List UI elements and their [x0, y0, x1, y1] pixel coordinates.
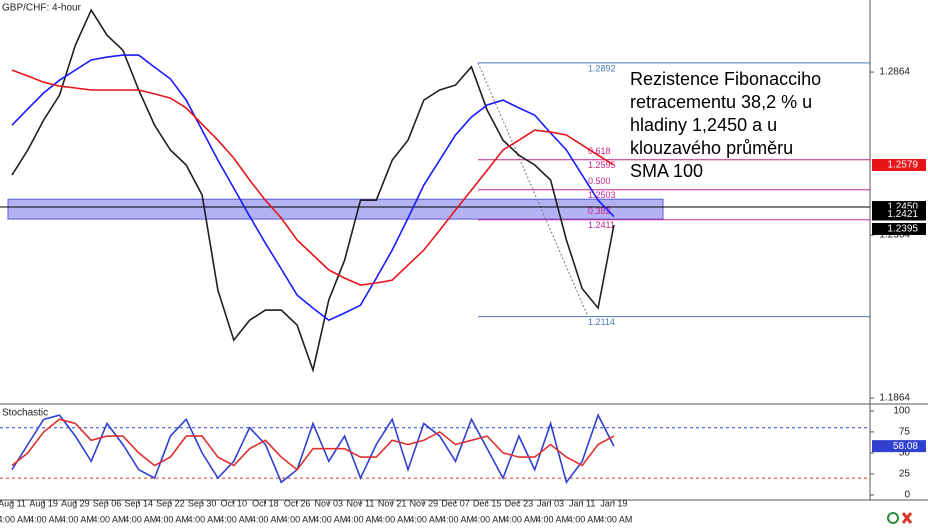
- price-tag-bg: [872, 222, 926, 235]
- x-time-label: 4:00 AM: [156, 514, 189, 524]
- series-line: [11, 54, 615, 322]
- x-time-label: 4:00 AM: [473, 514, 506, 524]
- x-tick-label: Oct 26: [284, 498, 311, 508]
- x-time-label: 4:00 AM: [124, 514, 157, 524]
- price-tag: 1.2579: [887, 160, 918, 171]
- series-line: [11, 413, 615, 485]
- chart-title: GBP/CHF: 4-hour: [2, 3, 82, 14]
- price-tag: 1.2450: [887, 202, 918, 213]
- fib-ratio-label: 0.382: [588, 206, 611, 216]
- annotation: Rezistence Fibonacciho: [630, 69, 821, 89]
- price-tag: 58.08: [893, 441, 918, 452]
- x-tick-label: Nov 11: [347, 498, 375, 508]
- annotation: klouzavého průměru: [630, 138, 793, 158]
- x-tick-label: Oct 18: [252, 498, 279, 508]
- icon: [887, 512, 899, 524]
- price-tag-bg: [872, 158, 926, 171]
- fib-price-label: 1.2892: [588, 63, 616, 73]
- y-tick-label: 1.2864: [879, 67, 910, 78]
- x-time-label: 4:00 AM: [61, 514, 94, 524]
- series-line: [11, 8, 615, 373]
- x-time-label: 4:00 AM: [409, 514, 442, 524]
- y-tick-label: 1.1864: [879, 393, 910, 404]
- x-tick-label: Jan 11: [569, 498, 595, 508]
- fib-price-label: 1.2595: [588, 160, 616, 170]
- x-time-label: 4:00 AM: [219, 514, 252, 524]
- x-tick-label: Aug 29: [61, 498, 90, 508]
- price-tag-bg: [872, 208, 926, 221]
- x-time-label: 4:00 AM: [378, 514, 411, 524]
- x-tick-label: Dec 23: [505, 498, 534, 508]
- x-tick-label: Jan 19: [600, 498, 627, 508]
- y-tick-label: 75: [899, 427, 911, 438]
- annotation: SMA 100: [630, 161, 703, 181]
- x-time-label: 4:00 AM: [188, 514, 221, 524]
- x-tick-label: Sep 14: [124, 498, 153, 508]
- x-time-label: 4:00 AM: [93, 514, 126, 524]
- y-tick-label: 50: [899, 448, 911, 459]
- icons: [887, 512, 913, 524]
- x-tick-label: Sep 30: [188, 498, 217, 508]
- x-time-label: 4:00 AM: [599, 514, 632, 524]
- x-tick-label: Nov 29: [410, 498, 439, 508]
- y-tick-label: 1.2364: [879, 230, 910, 241]
- x-tick-label: Aug 19: [29, 498, 58, 508]
- price-tag: 1.2421: [887, 209, 918, 220]
- fib-ratio-label: 0.618: [588, 146, 611, 156]
- x-time-label: 4:00 AM: [504, 514, 537, 524]
- series-line: [11, 69, 615, 286]
- x-time-label: 4:00 AM: [283, 514, 316, 524]
- x-tick-label: Jan 03: [537, 498, 564, 508]
- x-tick-label: Sep 06: [93, 498, 122, 508]
- x-tick-label: Aug 11: [0, 498, 26, 508]
- fib-price-label: 1.2114: [588, 317, 615, 327]
- y-tick-label: 100: [893, 406, 910, 417]
- annotation: retracementu 38,2 % u: [630, 92, 812, 112]
- y-tick-label: 25: [899, 469, 911, 480]
- fib-price-label: 1.2411: [588, 220, 615, 230]
- x-tick-label: Dec 07: [441, 498, 470, 508]
- x-time-label: 4:00 AM: [441, 514, 474, 524]
- stoch-title-bg: [0, 406, 44, 419]
- x-time-label: 4:00 AM: [568, 514, 601, 524]
- plot-layer: 1.1864 1.2364 1.2864 1.2892 1.2595 0.618 1.250…: [0, 8, 926, 524]
- x-time-label: 4:00 AM: [251, 514, 284, 524]
- x-time-label: 4:00 AM: [346, 514, 379, 524]
- stoch-title: Stochastic: [2, 408, 48, 419]
- x-tick-label: Oct 10: [221, 498, 248, 508]
- x-time-label: 4:00 AM: [0, 514, 31, 524]
- resistance-zone: [7, 198, 664, 220]
- x-tick-label: Sep 22: [156, 498, 185, 508]
- x-tick-label: Nov 03: [315, 498, 344, 508]
- x-tick-label: Nov 21: [378, 498, 407, 508]
- fib-ratio-label: 0.500: [588, 176, 611, 186]
- title-bg: [0, 0, 72, 14]
- x-tick-label: Dec 15: [473, 498, 502, 508]
- icon: [901, 512, 913, 524]
- x-time-label: 4:00 AM: [536, 514, 569, 524]
- series-line: [11, 418, 615, 471]
- annotation: hladiny 1,2450 a u: [630, 115, 777, 135]
- price-tag-bg: [872, 440, 926, 453]
- price-tag: 1.2395: [887, 224, 918, 235]
- x-time-label: 4:00 AM: [314, 514, 347, 524]
- fib-price-label: 1.2503: [588, 190, 616, 200]
- x-time-label: 4:00 AM: [29, 514, 62, 524]
- y-tick-label: 0: [904, 490, 910, 501]
